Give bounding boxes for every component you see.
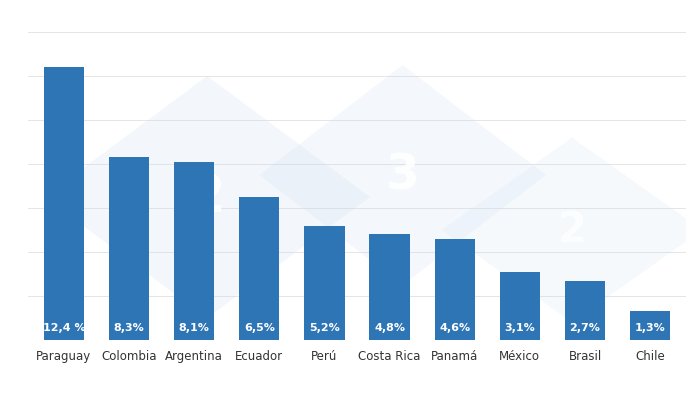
Text: 2: 2 [189, 171, 225, 223]
Bar [239, 197, 279, 340]
Text: 2,7%: 2,7% [570, 323, 601, 333]
Text: 4,6%: 4,6% [439, 323, 470, 333]
Polygon shape [259, 65, 546, 285]
Bar [370, 234, 410, 340]
Text: 1,3%: 1,3% [635, 323, 666, 333]
Text: 6,5%: 6,5% [244, 323, 274, 333]
Bar [304, 226, 344, 340]
Text: 3,1%: 3,1% [505, 323, 536, 333]
Bar [435, 239, 475, 340]
Text: 2: 2 [558, 209, 587, 251]
Text: 8,3%: 8,3% [113, 323, 144, 333]
Bar [500, 272, 540, 340]
Text: 4,8%: 4,8% [374, 323, 405, 333]
Bar [43, 67, 84, 340]
Text: 5,2%: 5,2% [309, 323, 339, 333]
Bar [565, 281, 606, 340]
Polygon shape [44, 76, 370, 318]
Bar [630, 311, 671, 340]
Bar [174, 162, 214, 340]
Bar [108, 157, 149, 340]
Text: 12,4 %: 12,4 % [43, 323, 85, 333]
Text: 3: 3 [386, 151, 419, 199]
Text: 8,1%: 8,1% [178, 323, 209, 333]
Polygon shape [442, 138, 700, 322]
